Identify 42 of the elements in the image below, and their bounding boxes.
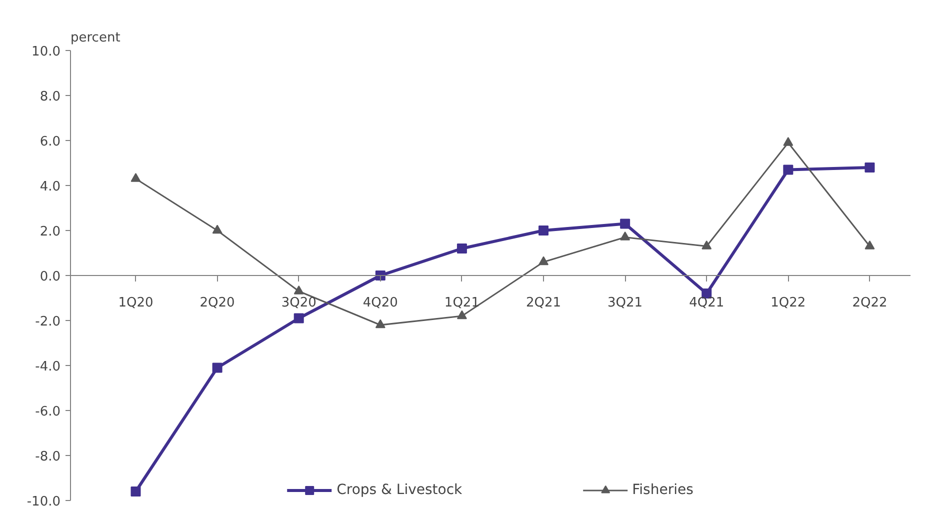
point [538,256,549,266]
x-tick-label: 2Q20 [200,296,235,310]
point [212,224,222,234]
point [864,240,875,250]
point [456,244,467,254]
legend-label: Crops & Livestock [336,482,462,498]
y-tick-label: 8.0 [40,90,61,104]
y-tick-label: -8.0 [35,450,61,464]
x-tick-label: 1Q21 [444,296,480,310]
y-tick-label: 0.0 [40,270,61,284]
x-tick-label: 3Q21 [608,296,643,310]
x-tick-label: 2Q22 [852,296,888,310]
y-tick-label: -4.0 [35,360,61,374]
point [620,218,630,229]
y-tick-label: 4.0 [40,180,61,194]
point [864,162,875,172]
x-tick-label: 3Q20 [281,296,316,310]
y-axis-title: percent [70,30,120,46]
x-tick-label: 2Q21 [526,296,562,310]
point [130,486,141,496]
y-tick-label: 2.0 [40,224,61,240]
point [212,362,222,373]
point [130,173,141,182]
point [294,286,304,294]
y-tick-label: 10.0 [32,44,61,60]
y-tick-label: -10.0 [26,494,61,510]
point [783,137,794,146]
point [375,319,386,328]
y-tick-label: 6.0 [40,134,61,150]
point [294,313,304,324]
x-tick-label: 1Q22 [770,296,806,310]
x-tick-label: 1Q20 [118,296,154,310]
point [456,310,467,320]
x-tick-label: 4Q21 [689,296,724,310]
point [783,164,794,175]
y-tick-label: -6.0 [35,404,61,420]
point [538,226,549,236]
legend-label: Fisheries [632,482,694,498]
point [620,232,630,240]
x-tick-label: 4Q20 [362,296,398,310]
point [702,240,712,250]
y-tick-label: -2.0 [35,314,61,330]
